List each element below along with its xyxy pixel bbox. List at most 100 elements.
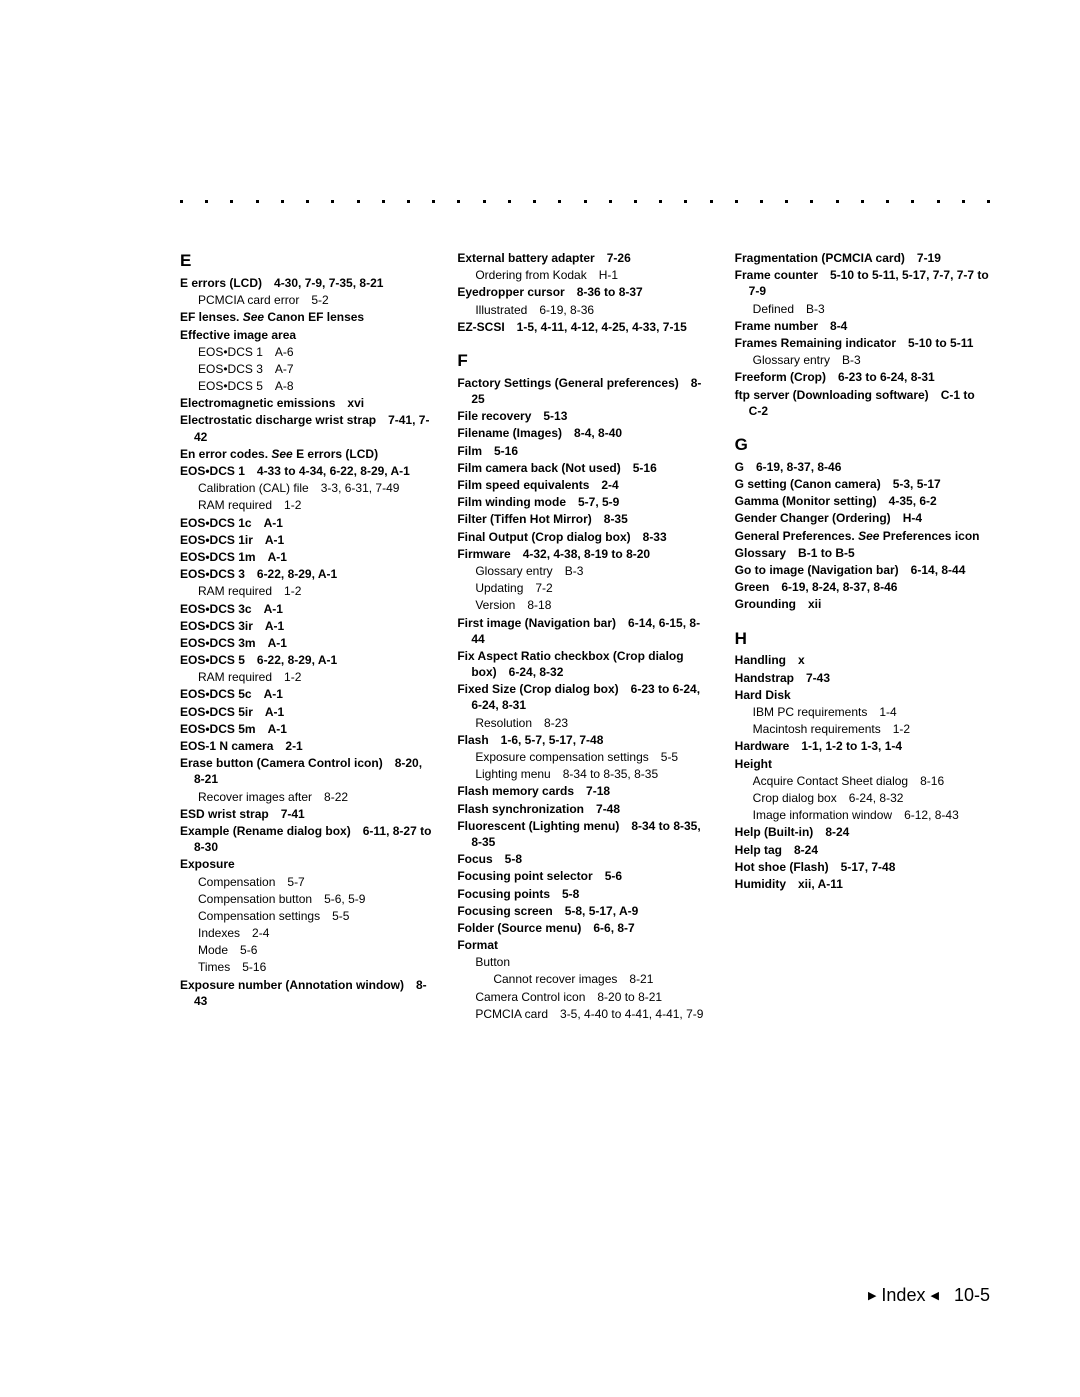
subentry-locator: 5-7 <box>287 875 304 889</box>
index-entry: Focusing point selector 5-6 <box>457 868 712 884</box>
entry-locator: 5-10 to 5-11 <box>908 336 973 350</box>
entry-term: Go to image (Navigation bar) <box>735 563 899 577</box>
subentry-text: Lighting menu <box>475 767 550 781</box>
subentry-text: RAM required <box>198 584 272 598</box>
entry-locator: 5-3, 5-17 <box>893 477 941 491</box>
index-entry: Help tag 8-24 <box>735 842 990 858</box>
entry-term: Focusing points <box>457 887 550 901</box>
subentry-locator: 3-5, 4-40 to 4-41, 4-41, 7-9 <box>560 1007 703 1021</box>
index-entry: Fluorescent (Lighting menu) 8-34 to 8-35… <box>457 818 712 850</box>
entry-term: EZ-SCSI <box>457 320 504 334</box>
index-entry: Fragmentation (PCMCIA card) 7-19 <box>735 250 990 266</box>
index-entry: External battery adapter 7-26 <box>457 250 712 266</box>
index-subentry: Camera Control icon 8-20 to 8-21 <box>475 989 712 1005</box>
index-subentry: Version 8-18 <box>475 597 712 613</box>
subentry-text: Compensation button <box>198 892 312 906</box>
subentry-text: Resolution <box>475 716 532 730</box>
entry-locator: 7-18 <box>586 784 610 798</box>
subentry-locator: H-1 <box>599 268 618 282</box>
entry-term: G <box>735 460 744 474</box>
index-subentry: Macintosh requirements 1-2 <box>753 721 990 737</box>
entry-locator: 2-1 <box>285 739 302 753</box>
entry-term: ftp server (Downloading software) <box>735 388 929 402</box>
entry-locator: 1-5, 4-11, 4-12, 4-25, 4-33, 7-15 <box>517 320 687 334</box>
entry-term: Film <box>457 444 482 458</box>
subentry-text: Ordering from Kodak <box>475 268 586 282</box>
index-entry: EOS•DCS 3ir A-1 <box>180 618 435 634</box>
entry-term: Factory Settings (General preferences) <box>457 376 678 390</box>
dot-leader <box>180 200 990 203</box>
entry-locator: A-1 <box>265 705 284 719</box>
entry-locator: 5-8 <box>505 852 522 866</box>
index-entry: Folder (Source menu) 6-6, 8-7 <box>457 920 712 936</box>
subentry-locator: 5-5 <box>332 909 349 923</box>
entry-locator: 6-19, 8-24, 8-37, 8-46 <box>781 580 897 594</box>
index-entry: ftp server (Downloading software) C-1 to… <box>735 387 990 419</box>
subentry-text: Calibration (CAL) file <box>198 481 309 495</box>
entry-term: EOS•DCS 3 <box>180 567 245 581</box>
subentry-text: Acquire Contact Sheet dialog <box>753 774 908 788</box>
entry-term: E errors (LCD) <box>180 276 262 290</box>
entry-term: Flash memory cards <box>457 784 574 798</box>
subentry-locator: A-6 <box>275 345 294 359</box>
entry-term: Exposure number (Annotation window) <box>180 978 404 992</box>
entry-term: Film speed equivalents <box>457 478 589 492</box>
entry-locator: xii <box>808 597 821 611</box>
entry-term: Handling <box>735 653 786 667</box>
entry-locator: A-1 <box>264 516 283 530</box>
entry-locator: 6-19, 8-37, 8-46 <box>756 460 841 474</box>
entry-locator: 6-24, 8-32 <box>509 665 564 679</box>
index-entry: G 6-19, 8-37, 8-46 <box>735 459 990 475</box>
entry-locator: A-1 <box>268 722 287 736</box>
entry-locator: A-1 <box>268 636 287 650</box>
entry-locator: 8-24 <box>825 825 849 839</box>
index-subentry: Resolution 8-23 <box>475 715 712 731</box>
subentry-text: Camera Control icon <box>475 990 585 1004</box>
index-subentry: EOS•DCS 1 A-6 <box>198 344 435 360</box>
subentry-text: Defined <box>753 302 794 316</box>
index-entry: En error codes. See E errors (LCD) <box>180 446 435 462</box>
index-entry: Factory Settings (General preferences) 8… <box>457 375 712 407</box>
index-entry: Frames Remaining indicator 5-10 to 5-11 <box>735 335 990 351</box>
entry-term: EOS-1 N camera <box>180 739 273 753</box>
subentry-locator: 6-19, 8-36 <box>539 303 594 317</box>
subentry-locator: 7-2 <box>535 581 552 595</box>
entry-locator: 4-35, 6-2 <box>889 494 937 508</box>
index-entry: EOS•DCS 3c A-1 <box>180 601 435 617</box>
index-entry: File recovery 5-13 <box>457 408 712 424</box>
index-subentry: Calibration (CAL) file 3-3, 6-31, 7-49 <box>198 480 435 496</box>
entry-term: Effective image area <box>180 328 296 342</box>
entry-locator: A-1 <box>264 687 283 701</box>
subentry-locator: 8-20 to 8-21 <box>597 990 662 1004</box>
triangle-left-icon: ◀ <box>930 1290 938 1302</box>
entry-locator: 7-26 <box>607 251 631 265</box>
index-entry: EOS•DCS 1c A-1 <box>180 515 435 531</box>
index-entry: Frame number 8-4 <box>735 318 990 334</box>
entry-locator: 5-6 <box>605 869 622 883</box>
entry-term: Electrostatic discharge wrist strap <box>180 413 376 427</box>
entry-term: Filter (Tiffen Hot Mirror) <box>457 512 591 526</box>
subentry-text: PCMCIA card <box>475 1007 548 1021</box>
subentry-locator: 1-2 <box>893 722 910 736</box>
index-entry: Film camera back (Not used) 5-16 <box>457 460 712 476</box>
entry-locator: 6-14, 8-44 <box>911 563 966 577</box>
see-target: Canon EF lenses <box>267 310 364 324</box>
index-subentry: Compensation settings 5-5 <box>198 908 435 924</box>
entry-term: Freeform (Crop) <box>735 370 826 384</box>
index-entry: Example (Rename dialog box) 6-11, 8-27 t… <box>180 823 435 855</box>
section-letter: F <box>457 350 712 373</box>
index-columns: EE errors (LCD) 4-30, 7-9, 7-35, 8-21PCM… <box>180 250 990 1023</box>
entry-term: Firmware <box>457 547 510 561</box>
entry-locator: 5-7, 5-9 <box>578 495 619 509</box>
entry-term: EOS•DCS 1c <box>180 516 252 530</box>
entry-locator: 5-13 <box>543 409 567 423</box>
see-label: See <box>858 529 883 543</box>
entry-term: Film camera back (Not used) <box>457 461 620 475</box>
subentry-locator: 8-34 to 8-35, 8-35 <box>563 767 658 781</box>
index-entry: Gamma (Monitor setting) 4-35, 6-2 <box>735 493 990 509</box>
index-subentry: RAM required 1-2 <box>198 583 435 599</box>
entry-term: Fixed Size (Crop dialog box) <box>457 682 618 696</box>
subentry-text: RAM required <box>198 498 272 512</box>
entry-locator: 8-33 <box>643 530 667 544</box>
subentry-text: Recover images after <box>198 790 312 804</box>
